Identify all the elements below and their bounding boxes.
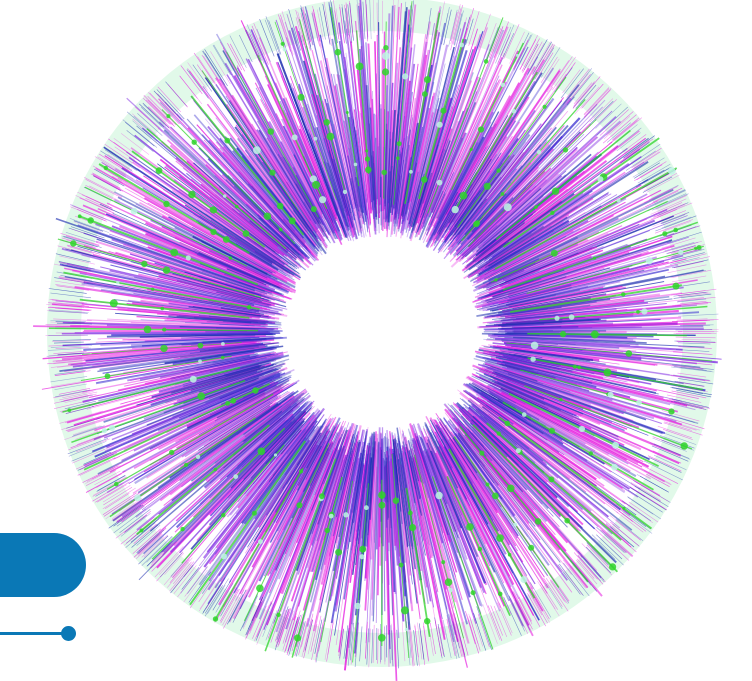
accent-pill-shape [0,533,86,597]
green-dots [67,41,702,642]
accent-dot [61,626,76,641]
outer-haze-ring [47,0,717,667]
accent-line [0,632,66,635]
burst-center [270,220,494,444]
